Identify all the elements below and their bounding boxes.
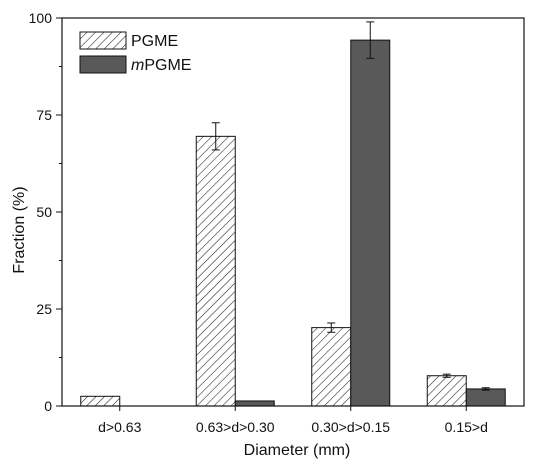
y-tick-label: 0	[44, 398, 52, 414]
x-tick-label: 0.15>d	[445, 419, 488, 435]
bar-PGME-1	[195, 135, 236, 407]
x-tick-label: 0.63>d>0.30	[196, 419, 275, 435]
plot-frame	[61, 17, 525, 407]
y-tick-label: 25	[36, 301, 52, 317]
bar-PGME-0	[80, 395, 121, 407]
x-axis-title: Diameter (mm)	[244, 442, 351, 459]
y-axis-title: Fraction (%)	[11, 186, 28, 273]
legend: PGME mPGME	[79, 31, 191, 74]
bar-mPGME-3	[465, 388, 506, 407]
bar-PGME-3	[426, 375, 467, 407]
x-tick-label: d>0.63	[98, 419, 141, 435]
y-tick-label: 100	[29, 10, 53, 26]
legend-swatch-PGME	[79, 31, 127, 50]
bar-mPGME-1	[234, 400, 275, 407]
bar-mPGME-2	[350, 39, 391, 407]
error-bar-PGME-1	[211, 122, 220, 151]
legend-label-PGME: PGME	[131, 33, 178, 50]
x-tick-label: 0.30>d>0.15	[311, 419, 390, 435]
legend-label-mPGME: mPGME	[131, 57, 191, 74]
y-tick-label: 50	[36, 204, 52, 220]
error-bar-PGME-2	[327, 322, 336, 333]
bar-PGME-2	[311, 327, 352, 407]
error-bar-PGME-3	[442, 373, 451, 378]
error-bar-mPGME-3	[481, 387, 490, 391]
legend-swatch-mPGME	[79, 55, 127, 74]
plot-area: d>0.63 0.63>d>0.30 0.30>d>0.15 0.15>d 0 25 50 7…	[29, 10, 525, 435]
y-tick-label: 75	[36, 107, 52, 123]
error-bar-mPGME-2	[366, 21, 375, 59]
